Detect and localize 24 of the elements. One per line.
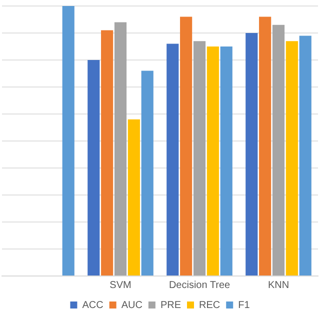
legend-label: REC <box>199 300 220 311</box>
bar <box>180 16 192 276</box>
bar <box>286 41 298 276</box>
bar <box>193 41 206 276</box>
x-tick-label: Decision Tree <box>168 280 231 291</box>
legend-label: PRE <box>160 300 182 311</box>
x-tick-label: KNN <box>268 280 290 291</box>
legend-label: F1 <box>238 300 250 311</box>
bar <box>299 36 312 276</box>
x-tick-label: SVM <box>110 280 132 291</box>
bar <box>259 16 272 276</box>
legend-label: AUC <box>121 300 142 311</box>
bar <box>62 6 74 276</box>
bar <box>141 70 154 276</box>
bar <box>101 30 114 276</box>
bar <box>220 46 232 276</box>
bar <box>166 44 179 276</box>
bar <box>246 33 258 276</box>
bar <box>206 46 219 276</box>
legend-label: ACC <box>82 300 104 311</box>
bar <box>114 22 127 276</box>
bar <box>272 24 285 276</box>
bar <box>88 60 100 276</box>
bar <box>128 119 140 276</box>
